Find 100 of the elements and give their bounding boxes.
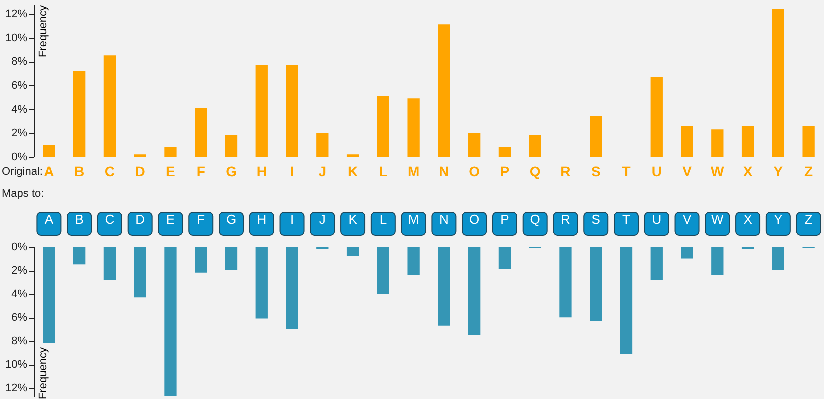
x-tick-label: S (592, 212, 601, 227)
x-tick-label: G (226, 212, 237, 227)
y-axis-title: Frequency (38, 5, 50, 58)
bar (468, 247, 481, 336)
y-tick-label: 12% (5, 382, 28, 395)
bar (74, 71, 86, 157)
bar (256, 65, 268, 157)
y-tick-label: 10% (5, 32, 28, 44)
x-tick-label: M (408, 212, 420, 227)
x-tick-label: C (104, 164, 116, 180)
x-tick-label: D (135, 164, 146, 180)
x-tick-label: W (712, 212, 725, 227)
bar (195, 108, 208, 157)
bar (620, 247, 633, 354)
bar (712, 247, 724, 276)
bar (681, 126, 694, 157)
x-tick-label: P (500, 164, 510, 180)
bar (498, 247, 512, 270)
bar (74, 247, 86, 265)
x-axis-title: Original: (2, 166, 43, 178)
y-tick-label: 10% (5, 359, 28, 372)
bar (590, 116, 602, 157)
x-tick-label: H (257, 212, 267, 227)
x-tick-label: U (652, 164, 662, 180)
y-tick-label: 2% (12, 265, 28, 278)
x-tick-label: Z (804, 164, 814, 180)
bar (346, 247, 360, 256)
x-tick-label: T (622, 212, 631, 227)
y-tick-label: 4% (12, 104, 28, 116)
x-tick-label: I (290, 212, 294, 227)
y-tick-label: 0% (12, 242, 28, 254)
y-tick-label: 8% (12, 336, 28, 348)
x-tick-label: M (408, 164, 420, 180)
y-tick-label: 12% (5, 8, 28, 20)
bar (498, 147, 512, 157)
x-tick-label: F (197, 212, 206, 227)
bar (408, 247, 420, 276)
x-tick-label: B (75, 212, 84, 227)
x-tick-label: N (439, 212, 449, 227)
bar (134, 247, 146, 298)
x-tick-label: T (622, 164, 632, 180)
bar (164, 147, 177, 157)
y-axis-title: Frequency (38, 347, 50, 400)
bar (286, 247, 298, 330)
bar (408, 98, 420, 157)
bar (742, 126, 754, 157)
bar (529, 136, 542, 157)
y-tick-label: 6% (12, 80, 28, 92)
bar (438, 24, 450, 157)
bar (195, 247, 208, 273)
bar (377, 247, 390, 294)
x-tick-label: F (196, 164, 206, 180)
bar (560, 247, 572, 318)
x-tick-label: L (380, 212, 388, 227)
x-tick-label: V (682, 164, 693, 180)
bar (286, 65, 298, 157)
bar (438, 247, 450, 326)
x-tick-label: J (319, 212, 326, 227)
x-tick-label: X (744, 212, 753, 227)
y-tick-label: 2% (12, 128, 28, 140)
x-tick-label: U (652, 212, 662, 227)
x-tick-label: Y (774, 212, 784, 227)
x-tick-label: E (166, 164, 176, 180)
x-tick-label: P (500, 212, 510, 227)
bar (772, 9, 784, 157)
x-tick-label: B (74, 164, 85, 180)
x-tick-label: O (470, 212, 480, 227)
bar (43, 145, 56, 157)
bar (802, 126, 815, 157)
bar (712, 130, 724, 157)
bar (377, 96, 390, 157)
x-tick-label: V (682, 212, 692, 227)
x-axis-title: Maps to: (2, 188, 44, 200)
bar (316, 133, 329, 157)
y-tick-label: 8% (12, 56, 28, 68)
x-tick-label: O (469, 164, 480, 180)
x-tick-label: J (318, 164, 327, 180)
bar (590, 247, 602, 322)
bar (225, 136, 238, 157)
bar (164, 247, 177, 396)
x-tick-label: H (256, 164, 267, 180)
x-tick-label: Q (530, 212, 540, 227)
x-tick-label: A (44, 164, 54, 180)
x-tick-label: G (226, 164, 238, 180)
x-tick-label: R (560, 164, 571, 180)
bar (650, 77, 663, 157)
y-tick-label: 4% (12, 288, 28, 301)
x-tick-label: Y (774, 164, 784, 180)
x-tick-label: Q (530, 164, 541, 180)
x-tick-label: C (105, 212, 115, 227)
bar (256, 247, 268, 319)
x-tick-label: K (348, 212, 358, 227)
x-tick-label: K (348, 164, 358, 180)
bar (225, 247, 238, 271)
bar (681, 247, 694, 259)
x-tick-label: E (166, 212, 176, 227)
y-tick-label: 6% (12, 312, 28, 324)
x-tick-label: S (591, 164, 601, 180)
x-tick-label: X (743, 164, 754, 180)
x-tick-label: D (136, 212, 146, 227)
